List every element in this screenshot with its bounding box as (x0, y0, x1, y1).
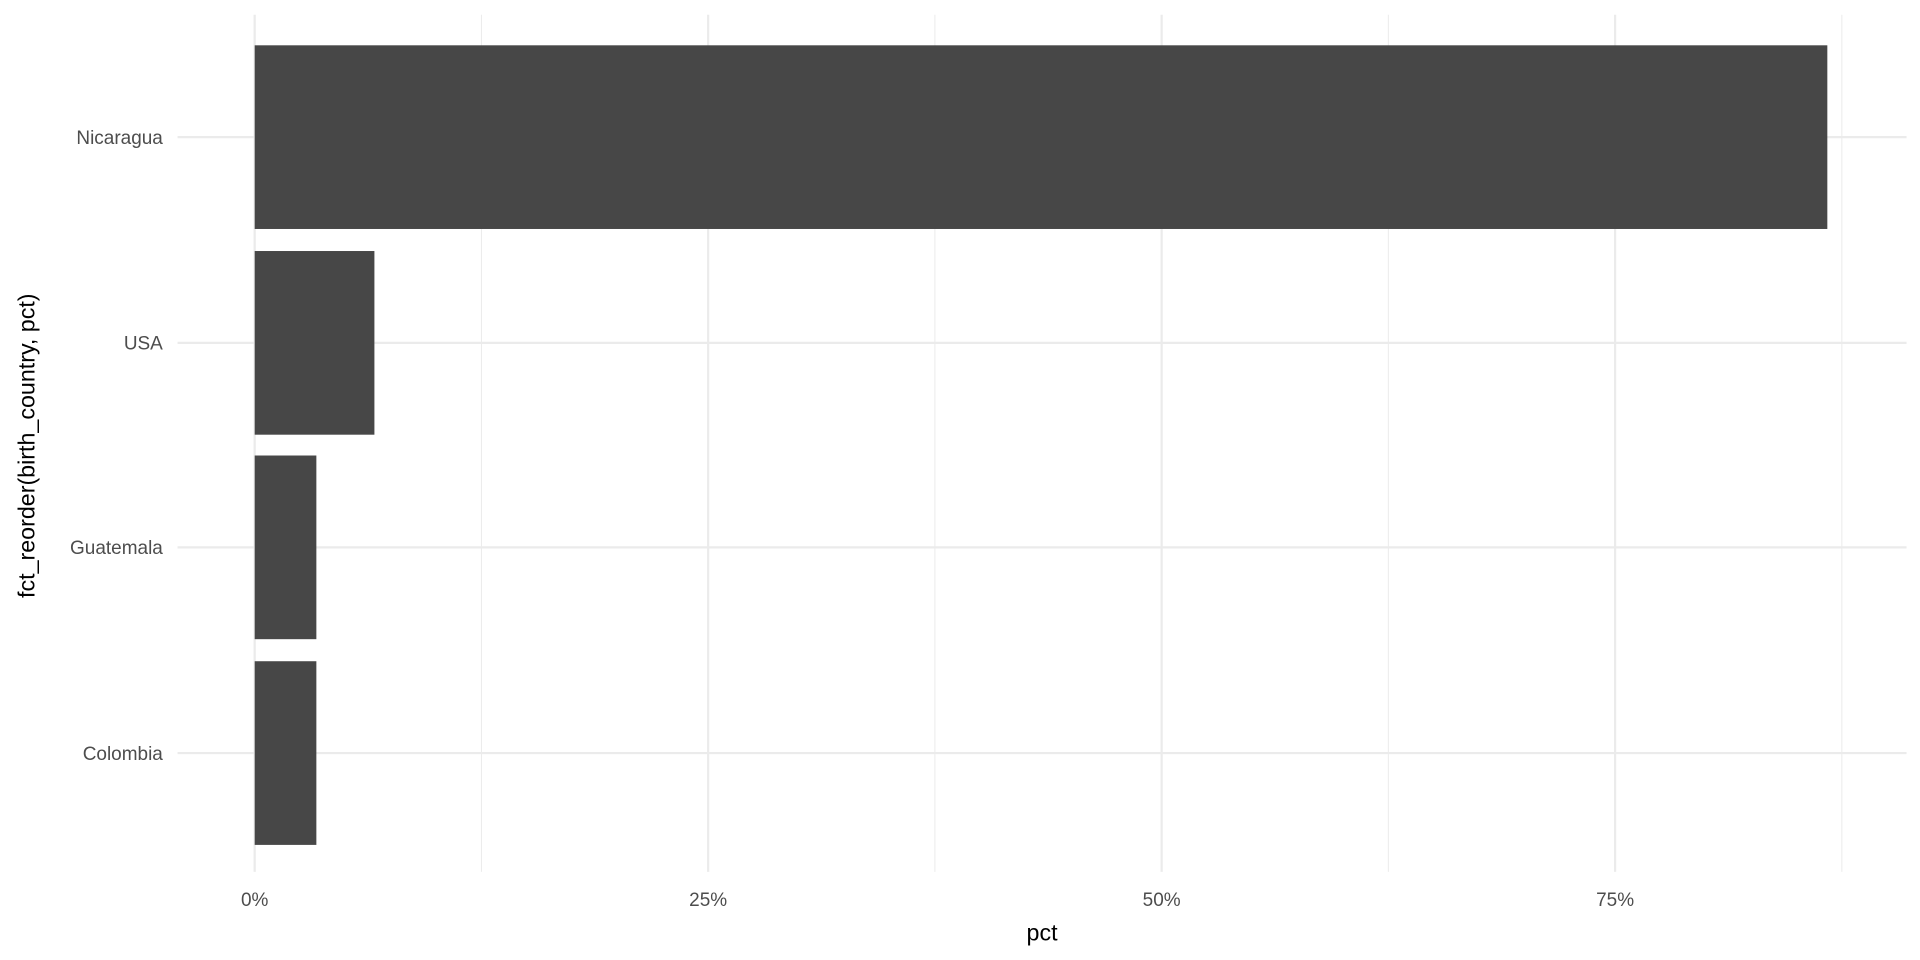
y-tick-label: Guatemala (70, 538, 163, 559)
bar-nicaragua (254, 45, 1828, 229)
bar-colombia (254, 661, 317, 845)
y-tick-labels: Nicaragua USA Guatemala Colombia (70, 128, 163, 765)
bar-usa (254, 251, 375, 435)
y-tick-label: Colombia (83, 744, 164, 765)
x-tick-label: 75% (1596, 890, 1634, 911)
x-tick-labels: 0% 25% 50% 75% (241, 890, 1634, 911)
x-tick-label: 0% (241, 890, 269, 911)
bars (254, 45, 1828, 845)
y-tick-label: USA (124, 334, 163, 355)
x-tick-label: 25% (689, 890, 727, 911)
x-tick-label: 50% (1143, 890, 1181, 911)
bar-guatemala (254, 455, 317, 640)
y-axis-title: fct_reorder(birth_country, pct) (13, 293, 39, 598)
y-tick-label: Nicaragua (76, 128, 163, 149)
x-axis-title: pct (1027, 919, 1059, 945)
